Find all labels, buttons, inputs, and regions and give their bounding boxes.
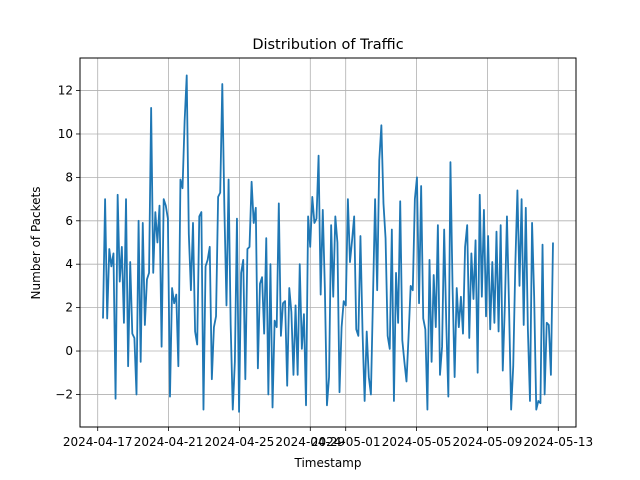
y-tick-label: −2 <box>55 387 73 401</box>
x-tick-label: 2024-05-01 <box>311 435 381 449</box>
x-axis-label: Timestamp <box>294 456 362 470</box>
x-tick-label: 2024-04-21 <box>134 435 204 449</box>
x-tick-label: 2024-04-25 <box>205 435 275 449</box>
y-axis: −2 0 2 4 6 8 10 12 <box>55 84 80 401</box>
y-tick-label: 2 <box>65 301 73 315</box>
y-axis-label: Number of Packets <box>29 187 43 300</box>
y-tick-label: 8 <box>65 170 73 184</box>
y-tick-label: 6 <box>65 214 73 228</box>
x-axis: 2024-04-17 2024-04-21 2024-04-25 2024-04-29… <box>63 427 593 449</box>
series-layer <box>102 74 554 413</box>
x-tick-label: 2024-05-13 <box>523 435 593 449</box>
y-tick-label: 0 <box>65 344 73 358</box>
chart-title: Distribution of Traffic <box>252 37 403 53</box>
x-tick-label: 2024-04-29 <box>275 435 345 449</box>
plot-frame <box>79 57 577 428</box>
x-tick-label: 2024-04-17 <box>63 435 133 449</box>
y-tick-label: 12 <box>58 84 73 98</box>
series-line <box>102 74 554 413</box>
x-tick-label: 2024-05-09 <box>453 435 523 449</box>
y-tick-label: 10 <box>58 127 73 141</box>
x-tick-label: 2024-05-05 <box>382 435 452 449</box>
y-tick-label: 4 <box>65 257 73 271</box>
